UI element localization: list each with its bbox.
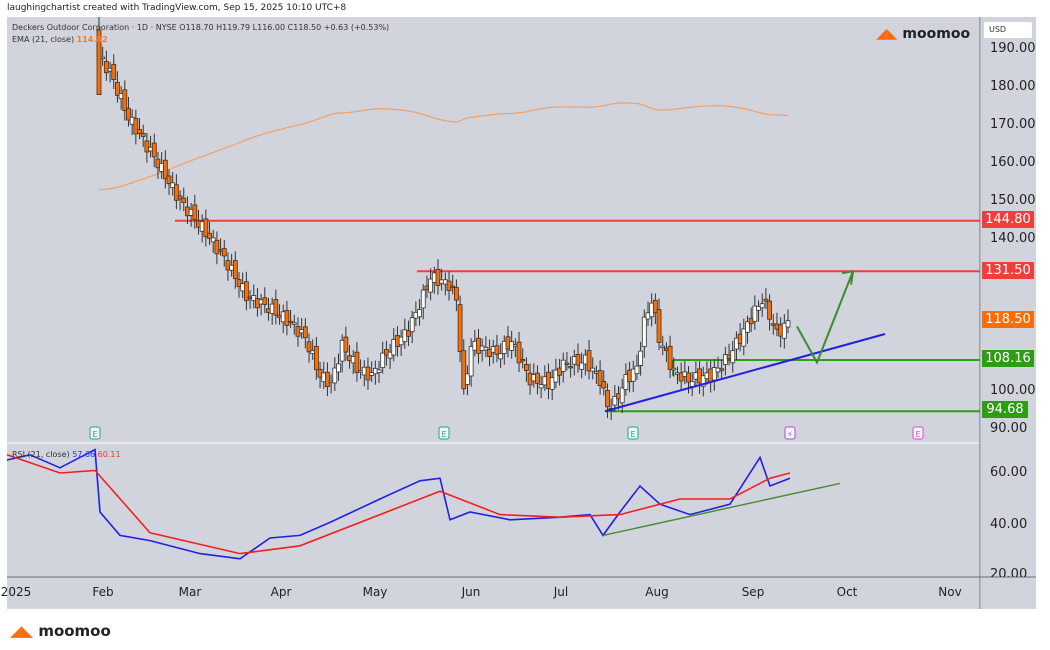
rsi-legend: RSI (21, close) 57.66 60.11 [12, 450, 121, 459]
moomoo-watermark: ◢◣ moomoo [876, 26, 971, 42]
month-label: Nov [938, 585, 962, 599]
level-tag-131: 131.50 [982, 262, 1034, 279]
month-label: Sep [741, 585, 765, 599]
rsi-tick: 60.00 [990, 465, 1028, 480]
price-tick: 150.00 [990, 193, 1036, 208]
rsi-value: 57.66 [72, 450, 96, 459]
svg-text:⚡: ⚡ [787, 430, 793, 439]
level-tag-108: 108.16 [982, 350, 1034, 367]
price-tick: 90.00 [990, 421, 1028, 436]
svg-text:E: E [630, 430, 635, 439]
month-label: Oct [836, 585, 858, 599]
month-label: 2025 [0, 585, 32, 599]
rsi-tick: 20.00 [990, 567, 1028, 577]
moomoo-footer-logo: ◢◣ moomoo [10, 622, 111, 640]
price-tick: 140.00 [990, 231, 1036, 246]
rsi-ma-value: 60.11 [97, 450, 121, 459]
month-label: May [362, 585, 388, 599]
svg-text:E: E [441, 430, 446, 439]
month-label: Apr [270, 585, 292, 599]
svg-text:E: E [92, 430, 97, 439]
price-tick: 160.00 [990, 155, 1036, 170]
moomoo-logo-icon: ◢◣ [876, 26, 898, 42]
month-label: Mar [178, 585, 202, 599]
level-tag-94: 94.68 [982, 401, 1028, 418]
price-tick: 100.00 [990, 383, 1036, 398]
symbol-line: Deckers Outdoor Corporation · 1D · NYSE … [12, 23, 390, 32]
chart-area[interactable] [7, 17, 980, 609]
level-tag-144: 144.80 [982, 211, 1034, 228]
last-price-tag: 118.50 [982, 311, 1034, 328]
month-label: Jul [553, 585, 569, 599]
month-label: Aug [645, 585, 669, 599]
ema-label: EMA (21, close) [12, 35, 75, 44]
moomoo-logo-icon: ◢◣ [10, 622, 34, 640]
month-label: Jun [461, 585, 481, 599]
price-tick: 170.00 [990, 117, 1036, 132]
rsi-tick: 40.00 [990, 517, 1028, 532]
symbol-legend: Deckers Outdoor Corporation · 1D · NYSE … [12, 22, 389, 46]
currency-label[interactable]: USD [984, 22, 1032, 38]
svg-text:E: E [915, 430, 920, 439]
price-tick: 180.00 [990, 79, 1036, 94]
ema-value: 114.82 [76, 35, 108, 44]
credit-line: laughingchartist created with TradingVie… [7, 3, 347, 13]
price-tick: 190.00 [990, 41, 1036, 56]
rsi-label: RSI (21, close) [12, 450, 70, 459]
month-label: Feb [92, 585, 114, 599]
